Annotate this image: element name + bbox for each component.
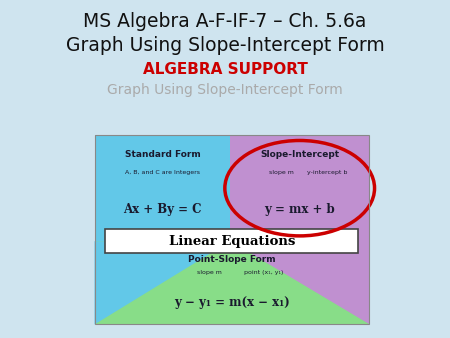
Bar bbox=[94, 135, 230, 241]
Bar bbox=[94, 135, 369, 324]
Text: y − y₁ = m(x − x₁): y − y₁ = m(x − x₁) bbox=[174, 296, 290, 309]
Text: Point-Slope Form: Point-Slope Form bbox=[188, 255, 275, 264]
Bar bbox=[105, 229, 358, 254]
Polygon shape bbox=[94, 241, 230, 324]
Bar bbox=[230, 135, 369, 241]
Text: y-intercept b: y-intercept b bbox=[306, 170, 347, 175]
Text: A, B, and C are Integers: A, B, and C are Integers bbox=[125, 170, 200, 175]
Polygon shape bbox=[230, 241, 369, 324]
Text: Graph Using Slope-Intercept Form: Graph Using Slope-Intercept Form bbox=[107, 82, 343, 97]
Text: point (x₁, y₁): point (x₁, y₁) bbox=[243, 270, 283, 275]
Text: Slope-Intercept: Slope-Intercept bbox=[260, 150, 339, 159]
Text: Linear Equations: Linear Equations bbox=[169, 235, 295, 248]
Text: MS Algebra A-F-IF-7 – Ch. 5.6a: MS Algebra A-F-IF-7 – Ch. 5.6a bbox=[83, 13, 367, 31]
Text: y = mx + b: y = mx + b bbox=[264, 203, 335, 216]
Text: slope m: slope m bbox=[197, 270, 222, 275]
Text: ALGEBRA SUPPORT: ALGEBRA SUPPORT bbox=[143, 63, 307, 77]
Bar bbox=[94, 135, 369, 324]
Text: slope m: slope m bbox=[269, 170, 294, 175]
Text: Standard Form: Standard Form bbox=[125, 150, 200, 159]
Text: Graph Using Slope-Intercept Form: Graph Using Slope-Intercept Form bbox=[66, 36, 384, 55]
Text: Ax + By = C: Ax + By = C bbox=[123, 203, 202, 216]
